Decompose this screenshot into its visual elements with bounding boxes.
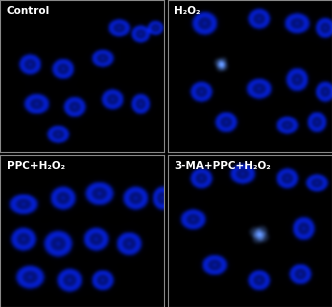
Text: Control: Control: [7, 6, 50, 16]
Text: H₂O₂: H₂O₂: [174, 6, 201, 16]
Text: PPC+H₂O₂: PPC+H₂O₂: [7, 161, 65, 171]
Text: 3-MA+PPC+H₂O₂: 3-MA+PPC+H₂O₂: [174, 161, 271, 171]
